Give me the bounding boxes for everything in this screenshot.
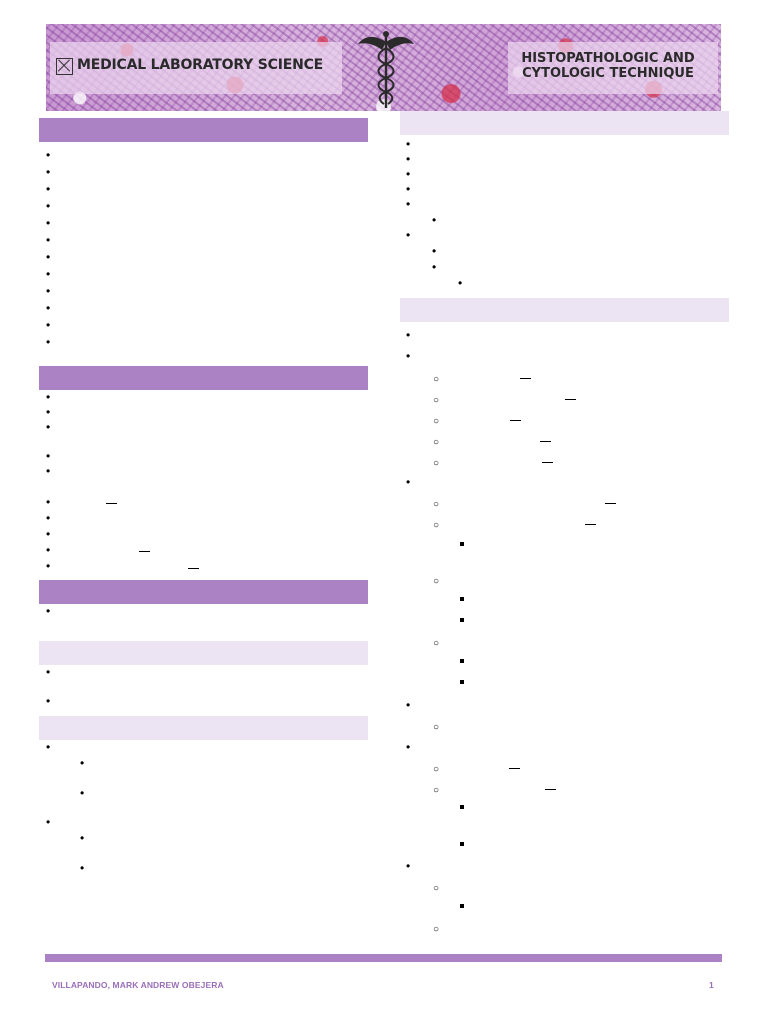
list-bullet xyxy=(46,742,50,753)
list-bullet xyxy=(406,477,410,488)
list-bullet xyxy=(406,199,410,210)
list-bullet xyxy=(46,667,50,678)
left-subsection-header-2 xyxy=(39,716,368,740)
right-subsection-header-2 xyxy=(400,298,729,322)
list-bullet xyxy=(46,303,50,314)
sub-sub-list-square xyxy=(460,842,464,846)
blank-dash xyxy=(545,789,556,791)
list-bullet xyxy=(46,150,50,161)
sub-list-circle xyxy=(433,576,439,587)
list-bullet xyxy=(406,330,410,341)
blank-dash xyxy=(605,503,616,505)
footer-rule xyxy=(45,954,722,962)
left-section-header-3 xyxy=(39,580,368,604)
sub-list-circle xyxy=(433,638,439,649)
sub-sub-list-square xyxy=(460,680,464,684)
list-bullet xyxy=(458,278,462,289)
banner-right-highlight xyxy=(508,42,718,94)
list-bullet xyxy=(406,184,410,195)
sub-list-circle xyxy=(433,924,439,935)
sub-sub-list-square xyxy=(460,659,464,663)
list-bullet xyxy=(406,861,410,872)
banner-left-title: MEDICAL LABORATORY SCIENCE xyxy=(77,57,324,73)
sub-list-circle xyxy=(433,416,439,427)
list-bullet xyxy=(46,545,50,556)
header-banner: MEDICAL LABORATORY SCIENCE HISTOPATHOLOG… xyxy=(46,24,721,111)
sub-list-circle xyxy=(433,764,439,775)
list-bullet xyxy=(406,154,410,165)
list-bullet xyxy=(46,529,50,540)
sub-list-circle xyxy=(433,499,439,510)
list-bullet xyxy=(46,201,50,212)
sub-list-circle xyxy=(433,883,439,894)
blank-dash xyxy=(106,503,117,505)
sub-sub-list-square xyxy=(460,597,464,601)
sub-sub-list-square xyxy=(460,904,464,908)
list-bullet xyxy=(46,235,50,246)
list-bullet xyxy=(46,337,50,348)
list-bullet xyxy=(46,252,50,263)
sub-list-circle xyxy=(433,722,439,733)
list-bullet xyxy=(406,742,410,753)
list-bullet xyxy=(432,215,436,226)
blank-dash xyxy=(542,462,553,464)
list-bullet xyxy=(80,863,84,874)
sub-sub-list-square xyxy=(460,805,464,809)
square-x-logo-icon xyxy=(56,58,73,75)
left-subsection-header-1 xyxy=(39,641,368,665)
list-bullet xyxy=(46,167,50,178)
list-bullet xyxy=(406,230,410,241)
list-bullet xyxy=(46,561,50,572)
footer-author: VILLAPANDO, MARK ANDREW OBEJERA xyxy=(52,980,224,990)
right-subsection-header-1 xyxy=(400,111,729,135)
sub-list-circle xyxy=(433,785,439,796)
blank-dash xyxy=(139,551,150,553)
blank-dash xyxy=(188,568,199,570)
list-bullet xyxy=(80,758,84,769)
list-bullet xyxy=(46,286,50,297)
caduceus-icon xyxy=(358,31,414,108)
list-bullet xyxy=(406,139,410,150)
sub-sub-list-square xyxy=(460,618,464,622)
list-bullet xyxy=(432,246,436,257)
list-bullet xyxy=(46,392,50,403)
list-bullet xyxy=(46,407,50,418)
list-bullet xyxy=(46,269,50,280)
list-bullet xyxy=(46,817,50,828)
page-number: 1 xyxy=(709,980,714,990)
sub-sub-list-square xyxy=(460,542,464,546)
list-bullet xyxy=(80,833,84,844)
blank-dash xyxy=(565,399,576,401)
blank-dash xyxy=(510,420,521,422)
list-bullet xyxy=(80,788,84,799)
list-bullet xyxy=(432,262,436,273)
list-bullet xyxy=(46,451,50,462)
left-section-header-2 xyxy=(39,366,368,390)
list-bullet xyxy=(406,351,410,362)
blank-dash xyxy=(540,441,551,443)
list-bullet xyxy=(46,422,50,433)
list-bullet xyxy=(406,169,410,180)
list-bullet xyxy=(46,606,50,617)
list-bullet xyxy=(46,513,50,524)
list-bullet xyxy=(46,320,50,331)
sub-list-circle xyxy=(433,395,439,406)
list-bullet xyxy=(46,497,50,508)
sub-list-circle xyxy=(433,374,439,385)
list-bullet xyxy=(46,184,50,195)
left-section-header-1 xyxy=(39,118,368,142)
list-bullet xyxy=(46,218,50,229)
blank-dash xyxy=(520,378,531,380)
blank-dash xyxy=(585,524,596,526)
list-bullet xyxy=(46,696,50,707)
list-bullet xyxy=(46,466,50,477)
sub-list-circle xyxy=(433,437,439,448)
sub-list-circle xyxy=(433,458,439,469)
banner-right-title: HISTOPATHOLOGIC AND CYTOLOGIC TECHNIQUE xyxy=(521,51,695,81)
blank-dash xyxy=(509,768,520,770)
sub-list-circle xyxy=(433,520,439,531)
list-bullet xyxy=(406,700,410,711)
banner-left-highlight xyxy=(50,42,342,94)
